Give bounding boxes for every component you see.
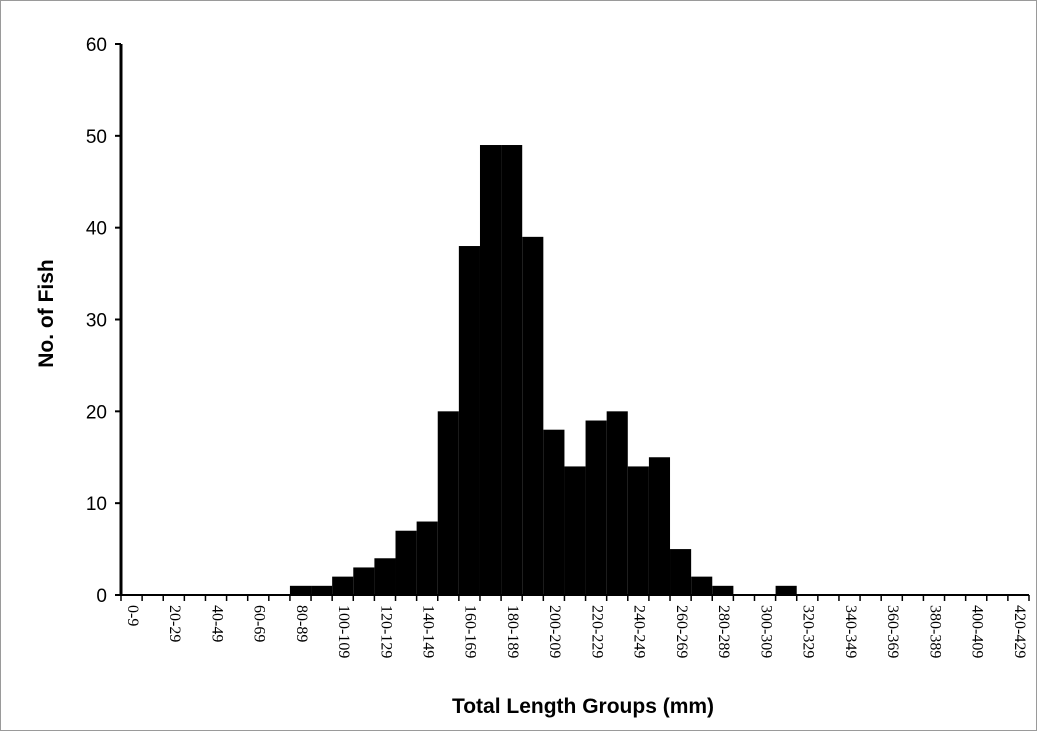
bar-180-189 [501,145,523,595]
bar-210-219 [564,466,586,595]
bar-150-159 [437,411,459,595]
x-axis: 0-9 20-29 40-49 60-69 80-89 100-109 120-129 140… [120,594,1030,658]
bar-140-149 [416,521,438,595]
x-tick-label: 100-109 [335,605,352,658]
bar-190-199 [522,236,544,595]
bar-280-289 [712,585,734,595]
x-tick-label: 260-269 [673,605,690,658]
x-tick-label: 360-369 [884,605,901,658]
x-tick-label: 120-129 [377,605,394,658]
bar-220-229 [585,420,607,595]
x-tick-label: 300-309 [757,605,774,658]
y-tick-label: 50 [86,127,107,148]
bar-240-249 [627,466,649,595]
bar-160-169 [458,246,480,595]
x-tick-label: 420-429 [1011,605,1028,658]
x-tick-label: 400-409 [969,605,986,658]
bar-230-239 [606,411,628,595]
bar-200-209 [543,429,565,595]
bars-group [289,145,797,595]
y-tick-label: 0 [96,586,107,607]
y-axis-title: No. of Fish [35,259,58,368]
y-tick-label: 60 [86,35,107,56]
x-tick-label: 200-209 [546,605,563,658]
bar-110-119 [353,567,375,595]
x-tick-label: 80-89 [293,605,310,642]
bar-90-99 [311,585,333,595]
x-tick-label: 320-329 [800,605,817,658]
bar-250-259 [648,457,671,595]
bar-310-319 [775,585,797,595]
bar-100-109 [332,576,354,595]
y-tick-label: 40 [86,219,107,240]
bar-170-179 [479,145,502,595]
bar-120-129 [374,558,396,595]
x-tick-label: 220-229 [588,605,605,658]
y-axis: 0 10 20 30 40 50 60 [86,35,123,607]
x-tick-label: 380-389 [926,605,943,658]
x-tick-label: 140-149 [420,605,437,658]
x-tick-label: 180-189 [504,605,521,658]
y-tick-label: 30 [86,311,107,332]
x-tick-label: 280-289 [715,605,732,658]
bar-260-269 [670,549,692,595]
x-tick-label: 20-29 [166,605,183,642]
x-tick-label: 40-49 [208,605,225,642]
x-tick-label: 0-9 [124,605,141,626]
x-axis-title: Total Length Groups (mm) [452,695,714,718]
bar-130-139 [395,530,417,595]
bar-270-279 [691,576,713,595]
x-tick-label: 160-169 [462,605,479,658]
x-tick-label: 60-69 [251,605,268,642]
x-tick-label: 340-349 [842,605,859,658]
x-tick-label: 240-249 [631,605,648,658]
y-tick-label: 20 [86,402,107,423]
bar-80-89 [289,585,312,595]
y-tick-label: 10 [86,494,107,515]
